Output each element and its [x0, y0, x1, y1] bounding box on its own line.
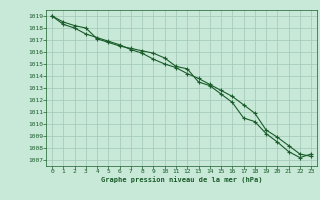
X-axis label: Graphe pression niveau de la mer (hPa): Graphe pression niveau de la mer (hPa) [101, 176, 262, 183]
